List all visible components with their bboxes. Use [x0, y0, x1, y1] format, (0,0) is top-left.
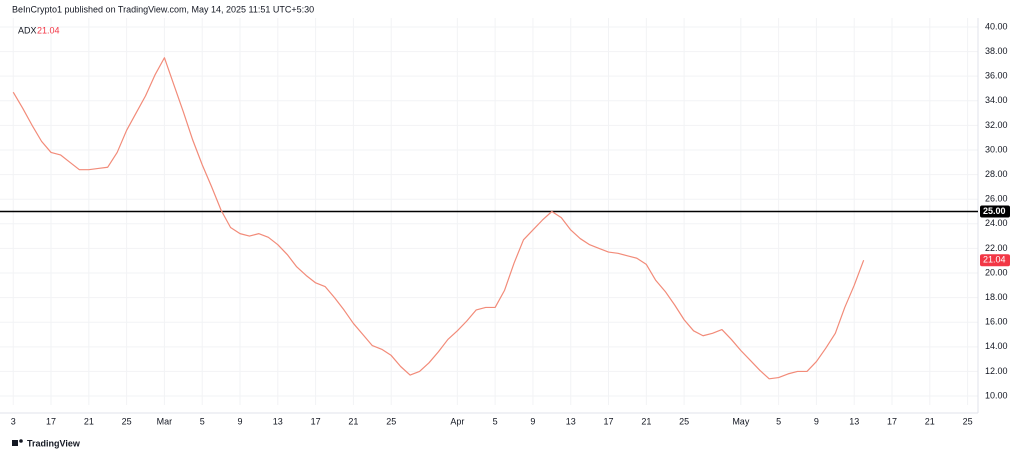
- x-tick-label: 17: [604, 416, 614, 426]
- x-tick-label: 5: [776, 416, 781, 426]
- y-tick-label: 20.00: [985, 267, 1008, 277]
- series-line: [12, 57, 865, 380]
- x-tick-label: 9: [238, 416, 243, 426]
- footer-text: TradingView: [27, 438, 81, 448]
- x-tick-label: 9: [814, 416, 819, 426]
- x-tick-label: 5: [200, 416, 205, 426]
- y-tick-label: 14.00: [985, 341, 1008, 351]
- y-tick-label: 28.00: [985, 169, 1008, 179]
- x-tick-label: 17: [311, 416, 321, 426]
- x-tick-label: 13: [849, 416, 859, 426]
- x-tick-label: 3: [11, 416, 16, 426]
- x-tick-label: 21: [84, 416, 94, 426]
- y-tick-label: 22.00: [985, 243, 1008, 253]
- x-tick-label: May: [732, 416, 750, 426]
- x-tick-label: Apr: [450, 416, 464, 426]
- x-tick-label: 5: [493, 416, 498, 426]
- legend-value: 21.04: [37, 25, 60, 35]
- x-tick-label: 13: [273, 416, 283, 426]
- level-tag: [980, 205, 1010, 218]
- y-tick-label: 16.00: [985, 317, 1008, 327]
- x-tick-label: 21: [925, 416, 935, 426]
- x-tick-label: 25: [386, 416, 396, 426]
- x-tick-label: 9: [530, 416, 535, 426]
- x-tick-label: 21: [348, 416, 358, 426]
- footer-logo: TradingView: [12, 438, 81, 448]
- chart-title: BeInCrypto1 published on TradingView.com…: [12, 4, 314, 14]
- y-tick-label: 36.00: [985, 71, 1008, 81]
- x-tick-label: 13: [566, 416, 576, 426]
- last-value-tag: [980, 254, 1010, 267]
- y-tick-label: 40.00: [985, 21, 1008, 31]
- x-tick-label: 25: [122, 416, 132, 426]
- y-tick-label: 30.00: [985, 144, 1008, 154]
- level-tag-label: 25.00: [983, 206, 1006, 216]
- y-tick-label: 38.00: [985, 46, 1008, 56]
- y-tick-label: 34.00: [985, 95, 1008, 105]
- y-tick-label: 10.00: [985, 390, 1008, 400]
- y-tick-label: 24.00: [985, 218, 1008, 228]
- x-tick-label: 25: [679, 416, 689, 426]
- x-tick-label: 17: [46, 416, 56, 426]
- y-tick-label: 18.00: [985, 292, 1008, 302]
- x-tick-label: 21: [641, 416, 651, 426]
- x-tick-label: Mar: [157, 416, 173, 426]
- legend-name: ADX: [18, 25, 37, 35]
- x-tick-label: 17: [887, 416, 897, 426]
- logo-mark: [19, 439, 23, 443]
- y-tick-label: 12.00: [985, 366, 1008, 376]
- x-tick-label: 25: [963, 416, 973, 426]
- y-tick-label: 26.00: [985, 194, 1008, 204]
- last-value-label: 21.04: [983, 255, 1006, 265]
- logo-mark: [12, 440, 18, 446]
- y-tick-label: 32.00: [985, 120, 1008, 130]
